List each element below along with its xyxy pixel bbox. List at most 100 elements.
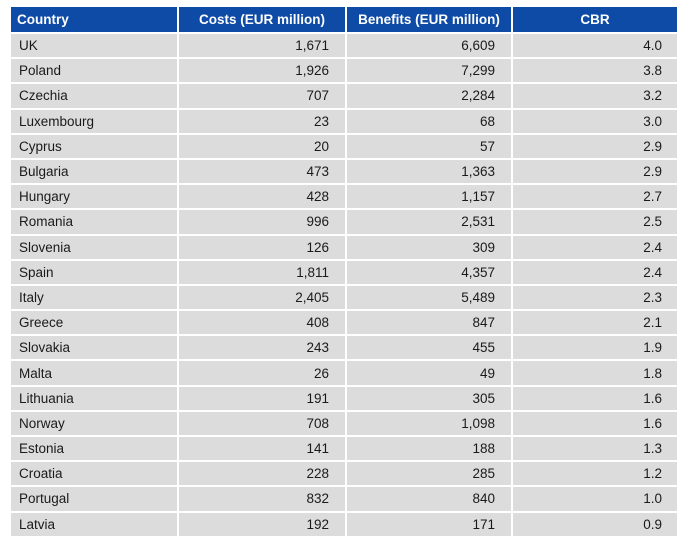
cbr-cell: 1.3 bbox=[513, 437, 677, 463]
benefits-cell: 2,531 bbox=[347, 210, 513, 236]
benefits-cell: 7,299 bbox=[347, 59, 513, 85]
cbr-cell: 4.0 bbox=[513, 34, 677, 60]
cbr-cell: 1.9 bbox=[513, 336, 677, 362]
benefits-cell: 2,284 bbox=[347, 84, 513, 110]
country-cell: Slovenia bbox=[11, 235, 179, 261]
country-cell: Spain bbox=[11, 260, 179, 286]
costs-cell: 191 bbox=[179, 386, 347, 412]
table-row: Poland 1,926 7,299 3.8 bbox=[11, 59, 677, 85]
benefits-cell: 1,363 bbox=[347, 159, 513, 186]
cbr-cell: 2.9 bbox=[513, 134, 677, 160]
cbr-cell: 3.2 bbox=[513, 84, 677, 110]
country-cell: Estonia bbox=[11, 437, 179, 463]
country-cell: Slovakia bbox=[11, 336, 179, 362]
country-cell: Romania bbox=[11, 210, 179, 236]
table-row: Slovakia 243 455 1.9 bbox=[11, 336, 677, 362]
cbr-cell: 1.6 bbox=[513, 411, 677, 437]
country-cell: Czechia bbox=[11, 84, 179, 110]
table-row: Norway 708 1,098 1.6 bbox=[11, 411, 677, 437]
costs-cell: 428 bbox=[179, 185, 347, 211]
costs-cell: 708 bbox=[179, 411, 347, 437]
table-row: Luxembourg 23 68 3.0 bbox=[11, 109, 677, 135]
costs-cell: 126 bbox=[179, 235, 347, 261]
table-row: Italy 2,405 5,489 2.3 bbox=[11, 285, 677, 312]
cbr-cell: 1.0 bbox=[513, 487, 677, 513]
country-cell: Lithuania bbox=[11, 386, 179, 412]
benefits-cell: 455 bbox=[347, 336, 513, 362]
costs-cell: 243 bbox=[179, 336, 347, 362]
country-cell: Greece bbox=[11, 311, 179, 337]
table-row: Latvia 192 171 0.9 bbox=[11, 512, 677, 538]
header-cbr: CBR bbox=[513, 7, 677, 34]
table-row: Malta 26 49 1.8 bbox=[11, 361, 677, 387]
country-cell: UK bbox=[11, 34, 179, 60]
table-row: Lithuania 191 305 1.6 bbox=[11, 386, 677, 412]
benefits-cell: 840 bbox=[347, 487, 513, 513]
header-row: Country Costs (EUR million) Benefits (EU… bbox=[11, 7, 677, 34]
benefits-cell: 4,357 bbox=[347, 260, 513, 286]
cbr-cell: 2.4 bbox=[513, 235, 677, 261]
benefits-cell: 1,098 bbox=[347, 411, 513, 437]
header-country: Country bbox=[11, 7, 179, 34]
benefits-cell: 1,157 bbox=[347, 185, 513, 211]
table-row: Cyprus 20 57 2.9 bbox=[11, 134, 677, 160]
costs-cell: 473 bbox=[179, 159, 347, 186]
table-row: Czechia 707 2,284 3.2 bbox=[11, 84, 677, 110]
benefits-cell: 285 bbox=[347, 462, 513, 488]
cbr-cell: 0.9 bbox=[513, 512, 677, 538]
cbr-cell: 2.1 bbox=[513, 311, 677, 337]
table-row: Slovenia 126 309 2.4 bbox=[11, 235, 677, 261]
cost-benefit-table: Country Costs (EUR million) Benefits (EU… bbox=[11, 7, 677, 538]
cbr-cell: 2.7 bbox=[513, 185, 677, 211]
cbr-cell: 2.3 bbox=[513, 285, 677, 312]
header-benefits: Benefits (EUR million) bbox=[347, 7, 513, 34]
country-cell: Hungary bbox=[11, 185, 179, 211]
cbr-cell: 2.4 bbox=[513, 260, 677, 286]
table-row: Portugal 832 840 1.0 bbox=[11, 487, 677, 513]
table-row: Hungary 428 1,157 2.7 bbox=[11, 185, 677, 211]
benefits-cell: 171 bbox=[347, 512, 513, 538]
country-cell: Malta bbox=[11, 361, 179, 387]
table-body: UK 1,671 6,609 4.0 Poland 1,926 7,299 3.8 Czechi… bbox=[11, 34, 677, 538]
country-cell: Poland bbox=[11, 59, 179, 85]
table-row: Romania 996 2,531 2.5 bbox=[11, 210, 677, 236]
table-row: Greece 408 847 2.1 bbox=[11, 311, 677, 337]
costs-cell: 1,926 bbox=[179, 59, 347, 85]
costs-cell: 996 bbox=[179, 210, 347, 236]
country-cell: Italy bbox=[11, 285, 179, 312]
costs-cell: 707 bbox=[179, 84, 347, 110]
costs-cell: 832 bbox=[179, 487, 347, 513]
benefits-cell: 305 bbox=[347, 386, 513, 412]
benefits-cell: 188 bbox=[347, 437, 513, 463]
cbr-cell: 2.5 bbox=[513, 210, 677, 236]
country-cell: Portugal bbox=[11, 487, 179, 513]
costs-cell: 408 bbox=[179, 311, 347, 337]
benefits-cell: 5,489 bbox=[347, 285, 513, 312]
table-row: UK 1,671 6,609 4.0 bbox=[11, 34, 677, 60]
country-cell: Cyprus bbox=[11, 134, 179, 160]
costs-cell: 141 bbox=[179, 437, 347, 463]
costs-cell: 228 bbox=[179, 462, 347, 488]
country-cell: Croatia bbox=[11, 462, 179, 488]
cbr-cell: 1.6 bbox=[513, 386, 677, 412]
benefits-cell: 309 bbox=[347, 235, 513, 261]
costs-cell: 23 bbox=[179, 109, 347, 135]
costs-cell: 1,811 bbox=[179, 260, 347, 286]
table-row: Spain 1,811 4,357 2.4 bbox=[11, 260, 677, 286]
benefits-cell: 49 bbox=[347, 361, 513, 387]
country-cell: Bulgaria bbox=[11, 159, 179, 186]
cbr-cell: 3.8 bbox=[513, 59, 677, 85]
benefits-cell: 68 bbox=[347, 109, 513, 135]
table-header: Country Costs (EUR million) Benefits (EU… bbox=[11, 7, 677, 34]
costs-cell: 20 bbox=[179, 134, 347, 160]
costs-cell: 1,671 bbox=[179, 34, 347, 60]
cbr-cell: 2.9 bbox=[513, 159, 677, 186]
cbr-cell: 1.2 bbox=[513, 462, 677, 488]
cbr-cell: 1.8 bbox=[513, 361, 677, 387]
benefits-cell: 6,609 bbox=[347, 34, 513, 60]
table-row: Croatia 228 285 1.2 bbox=[11, 462, 677, 488]
table-row: Bulgaria 473 1,363 2.9 bbox=[11, 159, 677, 186]
costs-cell: 2,405 bbox=[179, 285, 347, 312]
benefits-cell: 57 bbox=[347, 134, 513, 160]
benefits-cell: 847 bbox=[347, 311, 513, 337]
